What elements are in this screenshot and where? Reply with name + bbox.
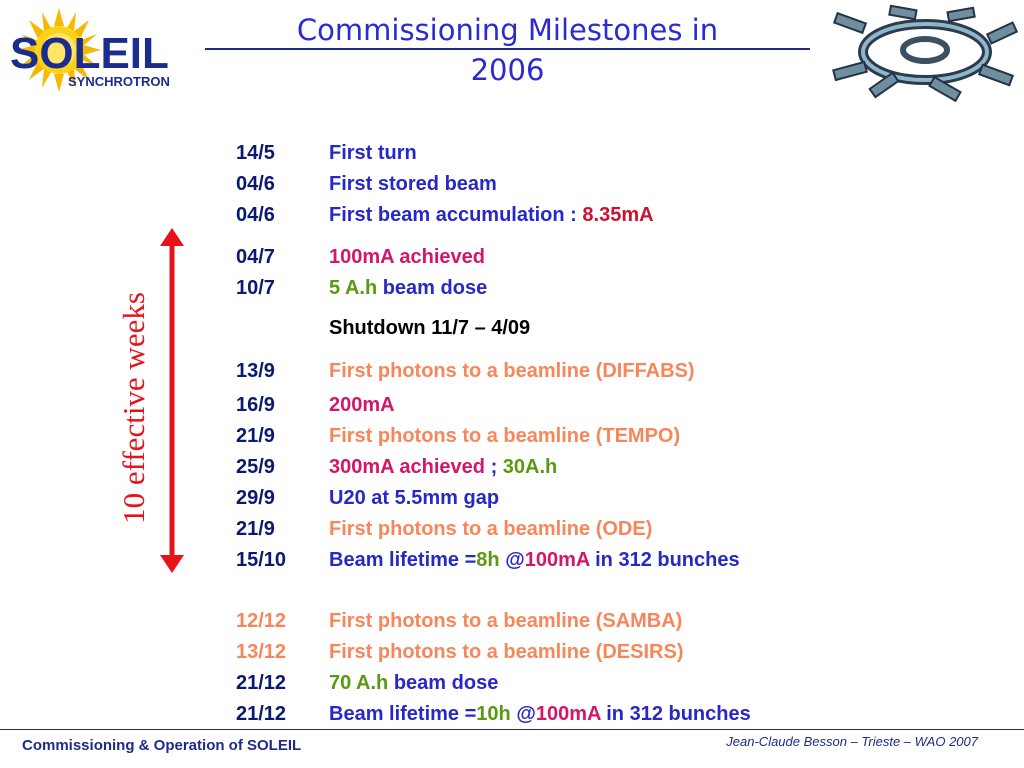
sun-icon <box>17 8 101 92</box>
milestone-text: 5 A.h beam dose <box>329 277 488 299</box>
milestone-date: 29/9 <box>236 487 275 509</box>
effective-weeks-label: 10 effective weeks <box>116 292 151 524</box>
milestone-date: 04/6 <box>236 204 275 226</box>
milestone-date: 04/7 <box>236 246 275 268</box>
soleil-logo: SOLEIL SYNCHROTRON <box>10 8 170 92</box>
milestone-text: 100mA achieved <box>329 246 486 268</box>
milestone-text: 300mA achieved ; 30A.h <box>329 456 558 478</box>
milestone-text: First stored beam <box>329 173 497 195</box>
milestone-text: First photons to a beamline (ODE) <box>329 518 653 540</box>
milestone-date: 14/5 <box>236 142 275 164</box>
logo-text: SOLEIL <box>10 29 169 78</box>
title-underline <box>205 48 810 50</box>
title-line-2: 2006 <box>470 53 545 87</box>
milestone-text: First turn <box>329 142 417 164</box>
milestone-date: 13/12 <box>236 641 287 663</box>
milestone-text: 70 A.h beam dose <box>329 672 499 694</box>
milestone-date: 21/12 <box>236 703 287 725</box>
milestone-date: 21/9 <box>236 425 275 447</box>
storage-ring-image <box>832 4 1019 102</box>
milestone-text: Beam lifetime =10h @100mA in 312 bunches <box>329 703 751 725</box>
milestone-date: 25/9 <box>236 456 275 478</box>
duration-arrow <box>160 228 184 573</box>
milestone-date: 16/9 <box>236 394 275 416</box>
milestone-text: Shutdown 11/7 – 4/09 <box>329 317 531 339</box>
milestone-text: First photons to a beamline (SAMBA) <box>329 610 683 632</box>
footer-divider <box>0 729 1024 730</box>
milestone-date: 21/12 <box>236 672 287 694</box>
milestone-text: First beam accumulation : 8.35mA <box>329 204 654 226</box>
milestone-text: 200mA <box>329 394 395 416</box>
milestone-date: 13/9 <box>236 360 275 382</box>
milestone-text: First photons to a beamline (DESIRS) <box>329 641 684 663</box>
footer-left: Commissioning & Operation of SOLEIL <box>22 737 302 754</box>
page-title: Commissioning Milestones in 2006 <box>205 10 810 90</box>
footer-right: Jean-Claude Besson – Trieste – WAO 2007 <box>726 734 978 749</box>
milestone-text: First photons to a beamline (TEMPO) <box>329 425 681 447</box>
milestone-text: Beam lifetime =8h @100mA in 312 bunches <box>329 549 740 571</box>
milestone-text: U20 at 5.5mm gap <box>329 487 500 509</box>
milestone-date: 15/10 <box>236 549 287 571</box>
logo-sub: SYNCHROTRON <box>68 74 170 89</box>
milestone-date: 10/7 <box>236 277 275 299</box>
title-line-1: Commissioning Milestones in <box>296 13 719 47</box>
milestone-date: 12/12 <box>236 610 287 632</box>
milestone-date: 21/9 <box>236 518 275 540</box>
milestone-text: First photons to a beamline (DIFFABS) <box>329 360 695 382</box>
milestone-date: 04/6 <box>236 173 275 195</box>
